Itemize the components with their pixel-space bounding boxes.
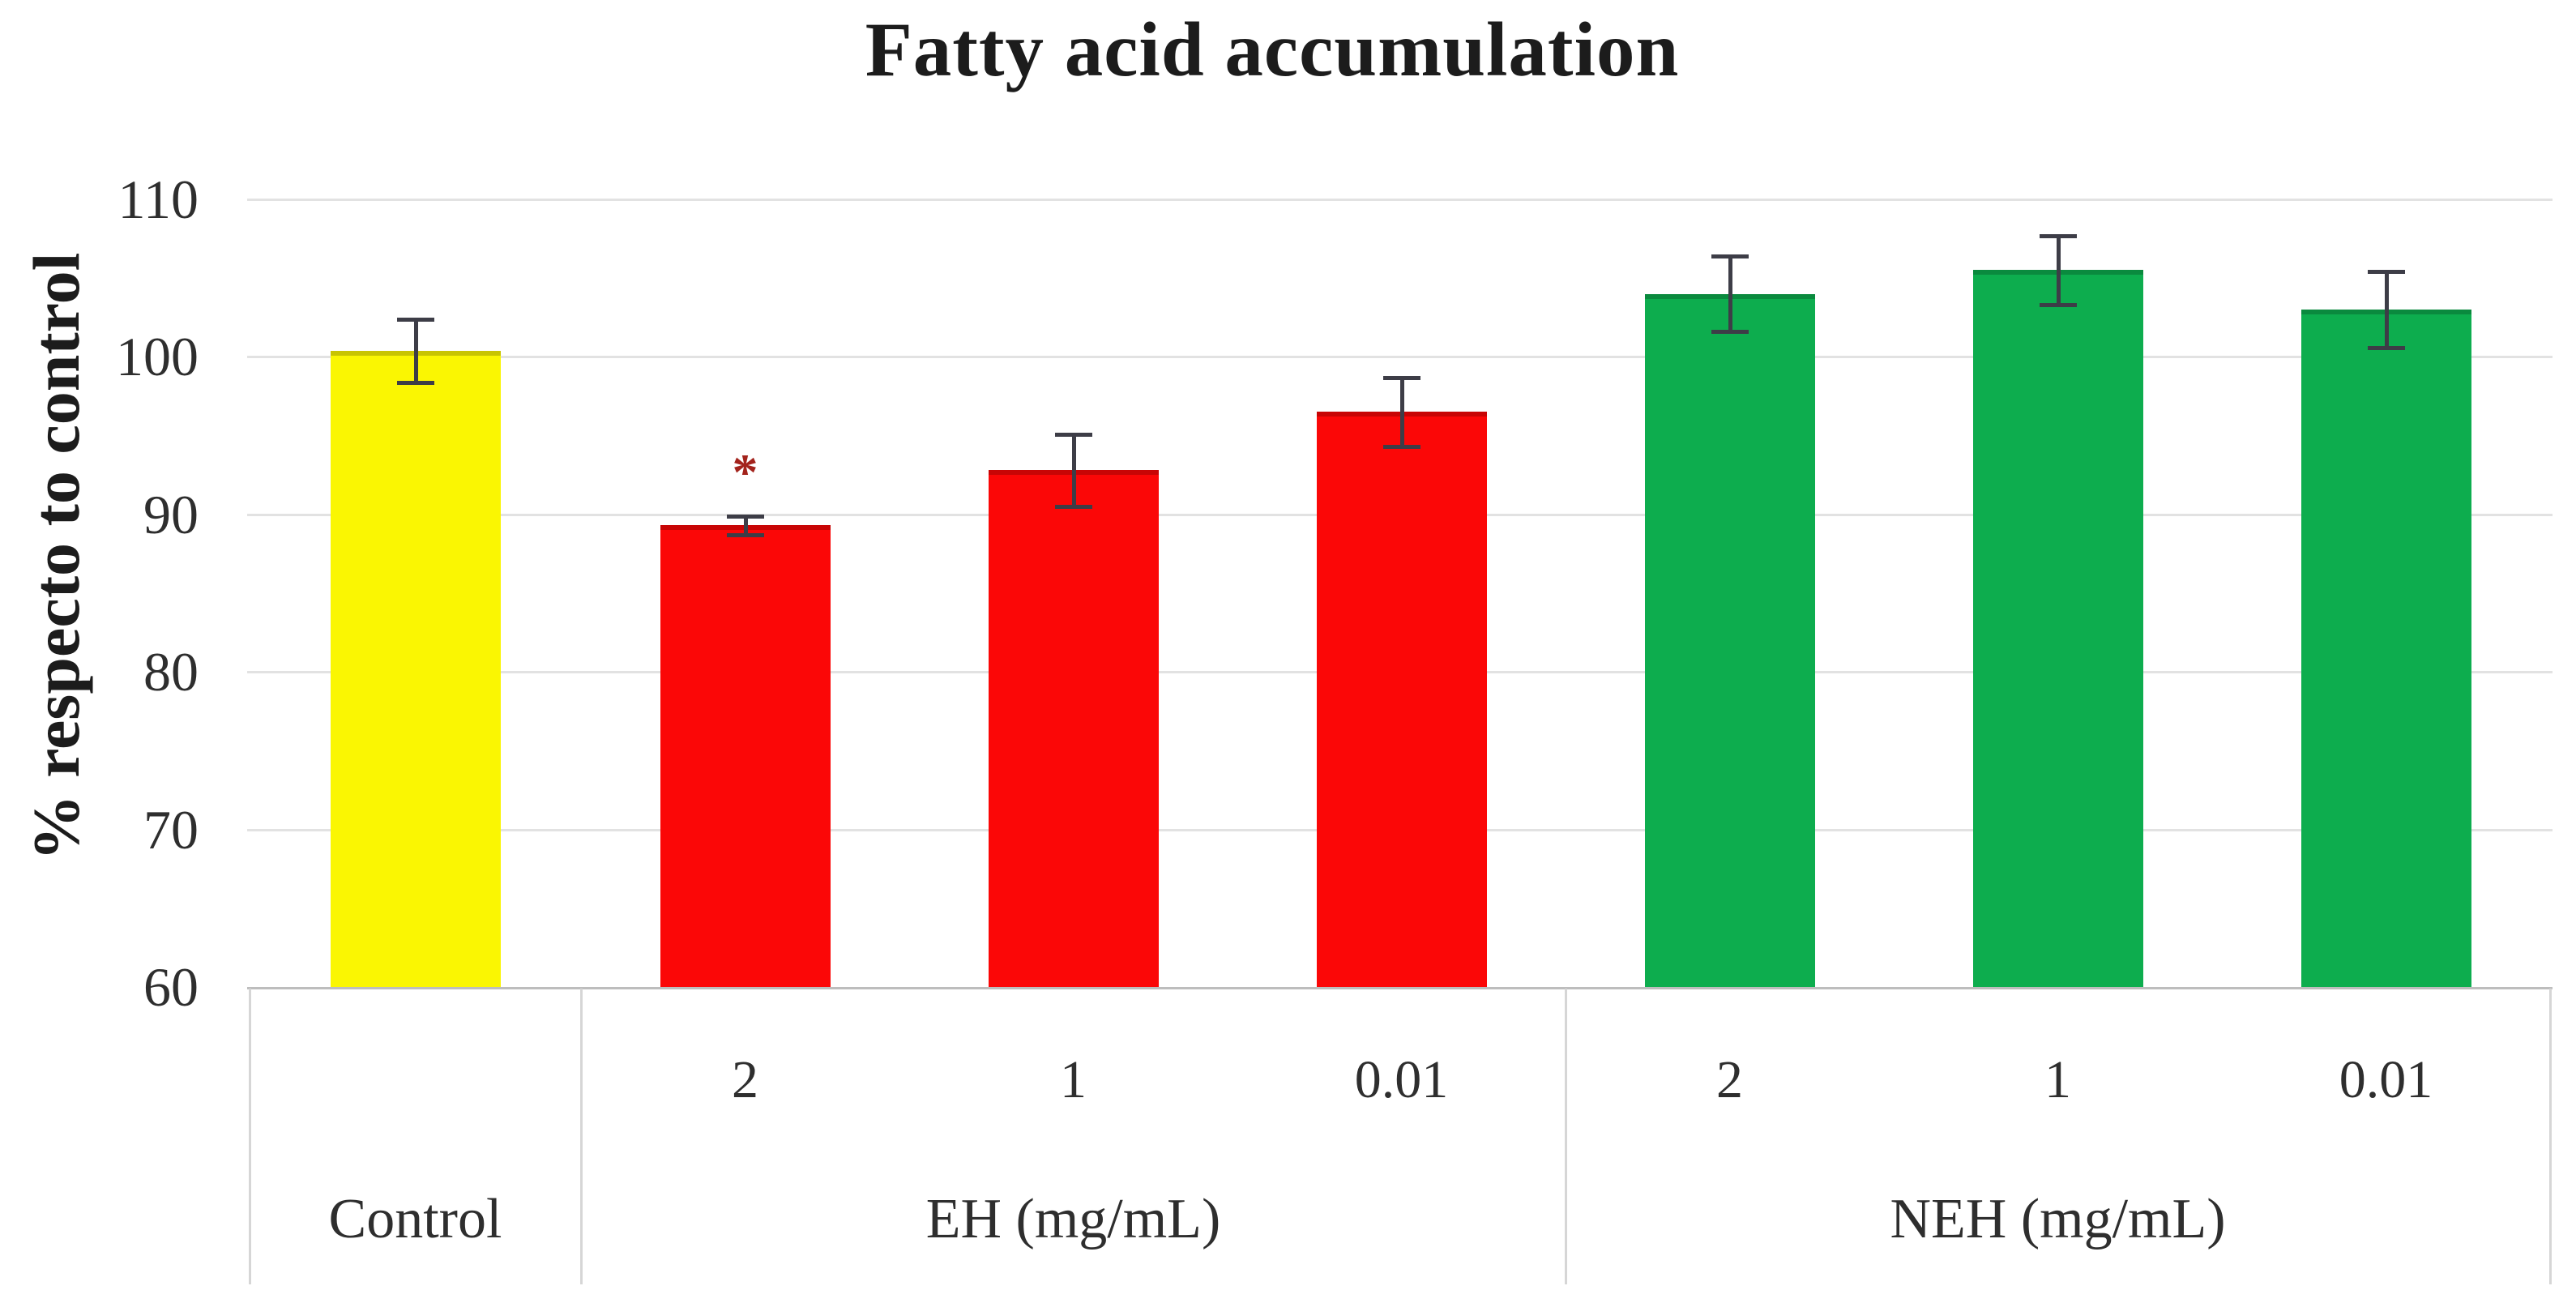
error-bar-neh-1 xyxy=(2056,235,2061,305)
gridline-110 xyxy=(247,199,2553,201)
x-tick-label-eh-2: 2 xyxy=(732,1050,758,1109)
error-bar-cap-top-neh-001 xyxy=(2367,270,2405,275)
x-tick-label-neh-1: 1 xyxy=(2044,1050,2071,1109)
x-tick-label-eh-1: 1 xyxy=(1060,1050,1087,1109)
error-bar-cap-top-control xyxy=(396,317,434,322)
error-bar-cap-top-eh-1 xyxy=(1054,432,1092,437)
chart-title: Fatty acid accumulation xyxy=(865,6,1680,92)
y-tick-label-100: 100 xyxy=(116,326,199,388)
error-bar-eh-001 xyxy=(1399,377,1404,447)
error-bar-cap-top-eh-2 xyxy=(726,514,764,519)
error-bar-eh-2 xyxy=(743,515,748,536)
y-tick-label-110: 110 xyxy=(117,169,199,230)
bar-neh-2 xyxy=(1644,293,1815,989)
error-bar-cap-bottom-neh-1 xyxy=(2039,303,2077,308)
error-bar-cap-bottom-neh-2 xyxy=(1711,330,1749,335)
bar-eh-001 xyxy=(1316,412,1487,989)
error-bar-control xyxy=(413,318,418,382)
y-tick-label-60: 60 xyxy=(143,956,199,1018)
category-divider-0 xyxy=(249,989,251,1284)
error-bar-cap-bottom-neh-001 xyxy=(2367,345,2405,350)
error-bar-cap-bottom-eh-2 xyxy=(726,533,764,538)
error-bar-neh-2 xyxy=(1728,255,1732,332)
error-bar-cap-top-neh-1 xyxy=(2039,233,2077,238)
group-label-neh: NEH (mg/mL) xyxy=(1890,1188,2226,1250)
bar-neh-001 xyxy=(2300,310,2471,989)
y-tick-label-70: 70 xyxy=(143,798,199,861)
error-bar-cap-bottom-eh-1 xyxy=(1054,505,1092,510)
bar-eh-2 xyxy=(660,525,831,989)
category-divider-3 xyxy=(2549,989,2552,1284)
bar-neh-1 xyxy=(1972,270,2143,989)
bar-eh-1 xyxy=(988,470,1159,989)
x-tick-label-neh-2: 2 xyxy=(1716,1050,1743,1109)
y-tick-label-80: 80 xyxy=(143,641,199,703)
significance-asterisk-eh-2: * xyxy=(732,442,758,501)
category-divider-2 xyxy=(1565,989,1567,1284)
error-bar-eh-1 xyxy=(1071,434,1076,507)
x-tick-label-neh-001: 0.01 xyxy=(2339,1050,2433,1109)
error-bar-cap-bottom-control xyxy=(396,380,434,385)
x-tick-label-eh-001: 0.01 xyxy=(1354,1050,1449,1109)
error-bar-neh-001 xyxy=(2384,271,2389,348)
gridline-100 xyxy=(247,356,2553,359)
error-bar-cap-bottom-eh-001 xyxy=(1382,445,1420,450)
group-label-control: Control xyxy=(328,1188,502,1250)
category-divider-1 xyxy=(580,989,583,1284)
bar-control xyxy=(330,350,501,989)
x-axis-line xyxy=(247,987,2553,989)
error-bar-cap-top-eh-001 xyxy=(1382,375,1420,380)
y-tick-label-90: 90 xyxy=(143,483,199,545)
group-label-eh: EH (mg/mL) xyxy=(925,1188,1221,1250)
error-bar-cap-top-neh-2 xyxy=(1711,254,1749,258)
